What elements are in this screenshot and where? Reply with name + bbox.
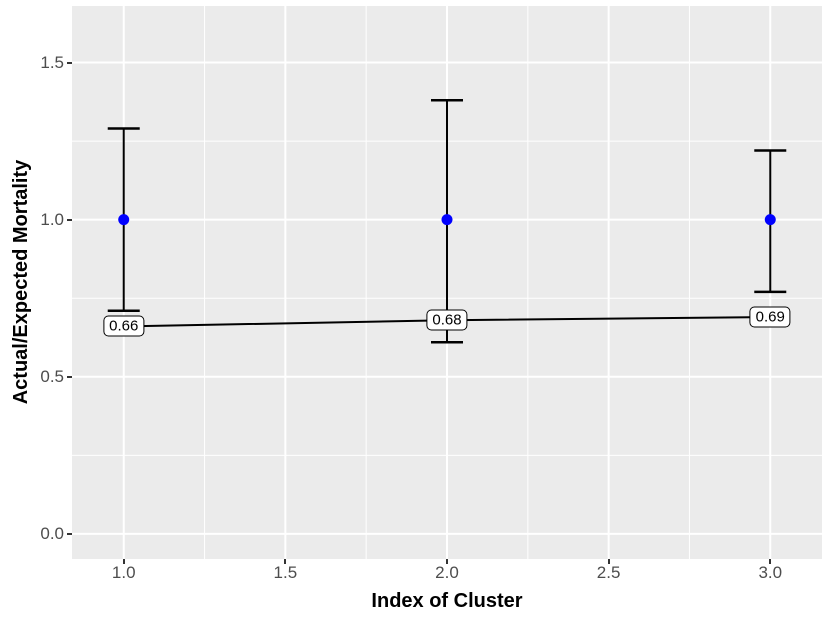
x-tick-mark — [607, 559, 610, 564]
x-tick-mark — [446, 559, 448, 564]
x-tick-label: 1.5 — [273, 563, 298, 582]
value-label: 0.68 — [426, 309, 468, 331]
x-axis-title: Index of Cluster — [371, 590, 523, 612]
y-tick-label: 0.0 — [40, 523, 64, 543]
y-tick-mark — [67, 375, 72, 378]
x-tick-label: 1.0 — [111, 563, 136, 582]
value-label: 0.69 — [749, 306, 791, 328]
plot-panel — [72, 6, 822, 559]
data-point — [118, 214, 130, 226]
y-tick-label: 0.5 — [40, 366, 64, 386]
x-tick-mark — [122, 559, 125, 564]
x-tick-mark — [284, 559, 287, 564]
x-tick-label: 3.0 — [758, 563, 783, 582]
chart-canvas — [72, 6, 822, 559]
y-tick-mark — [67, 218, 72, 221]
y-tick-mark — [67, 532, 72, 535]
data-point — [764, 214, 776, 226]
x-tick-mark — [769, 559, 772, 564]
value-label: 0.66 — [103, 315, 145, 337]
data-point — [441, 214, 453, 226]
y-tick-label: 1.5 — [40, 52, 64, 72]
y-tick-label: 1.0 — [40, 209, 64, 229]
x-tick-label: 2.5 — [596, 563, 621, 582]
y-tick-mark — [67, 61, 72, 64]
x-tick-label: 2.0 — [435, 563, 459, 582]
